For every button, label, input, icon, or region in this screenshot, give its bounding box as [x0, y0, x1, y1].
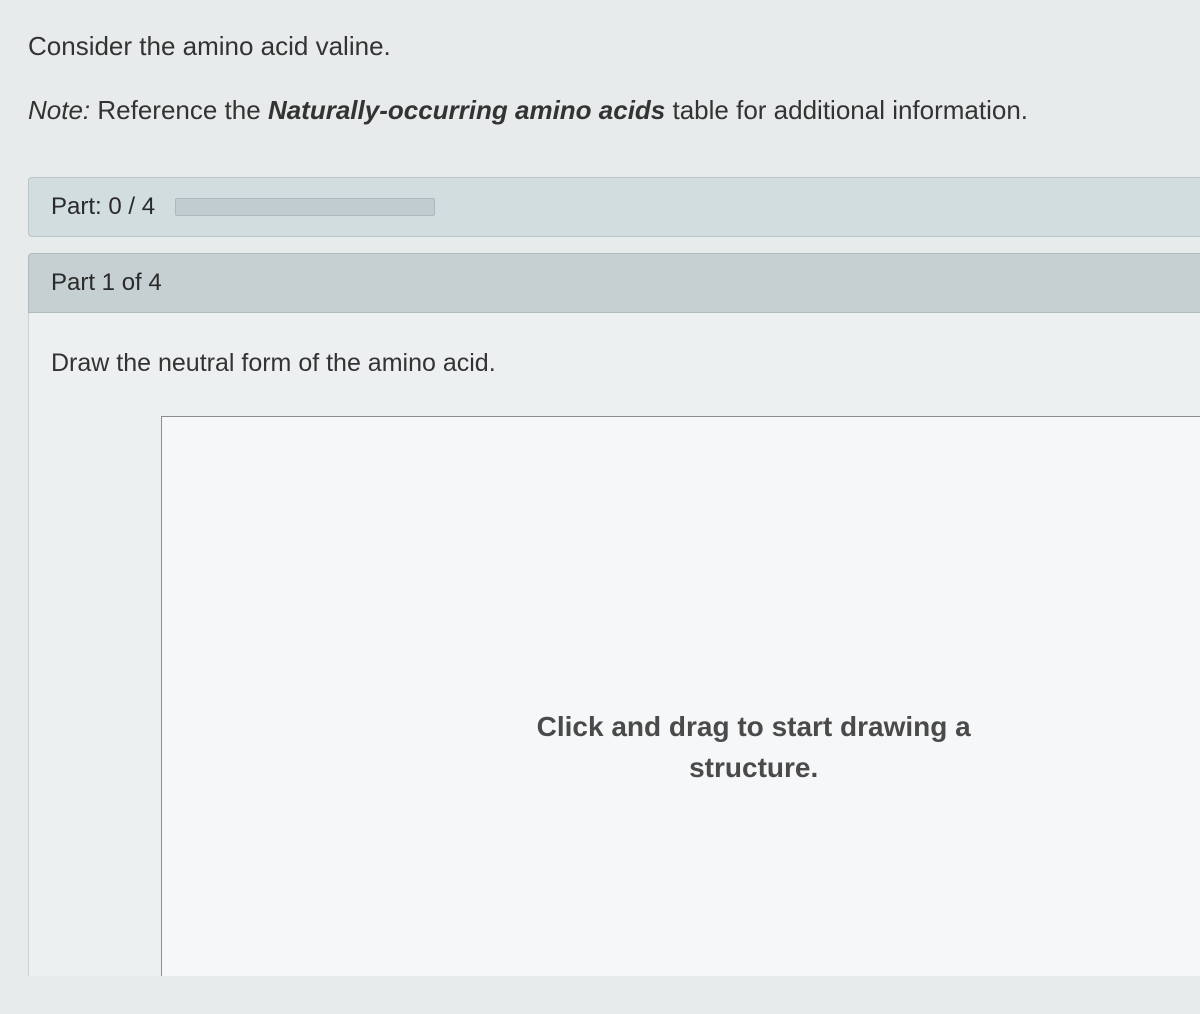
question-page: Consider the amino acid valine. Note: Re…	[0, 0, 1200, 976]
note-suffix: table for additional information.	[665, 95, 1028, 125]
progress-bar	[175, 198, 435, 216]
structure-drawing-canvas[interactable]: Click and drag to start drawing a struct…	[161, 416, 1200, 976]
intro-text: Consider the amino acid valine.	[28, 28, 1200, 64]
canvas-wrap: Click and drag to start drawing a struct…	[161, 416, 1200, 976]
note-middle: Reference the	[90, 95, 268, 125]
part-header: Part 1 of 4	[28, 253, 1200, 313]
note-reference-link[interactable]: Naturally-occurring amino acids	[268, 95, 665, 125]
content-panel: Draw the neutral form of the amino acid.…	[28, 313, 1200, 976]
note-line: Note: Reference the Naturally-occurring …	[28, 92, 1200, 128]
canvas-placeholder-text: Click and drag to start drawing a struct…	[474, 707, 1034, 788]
instruction-text: Draw the neutral form of the amino acid.	[51, 349, 1200, 378]
progress-header: Part: 0 / 4	[28, 177, 1200, 237]
note-prefix: Note:	[28, 95, 90, 125]
progress-label: Part: 0 / 4	[51, 193, 155, 221]
